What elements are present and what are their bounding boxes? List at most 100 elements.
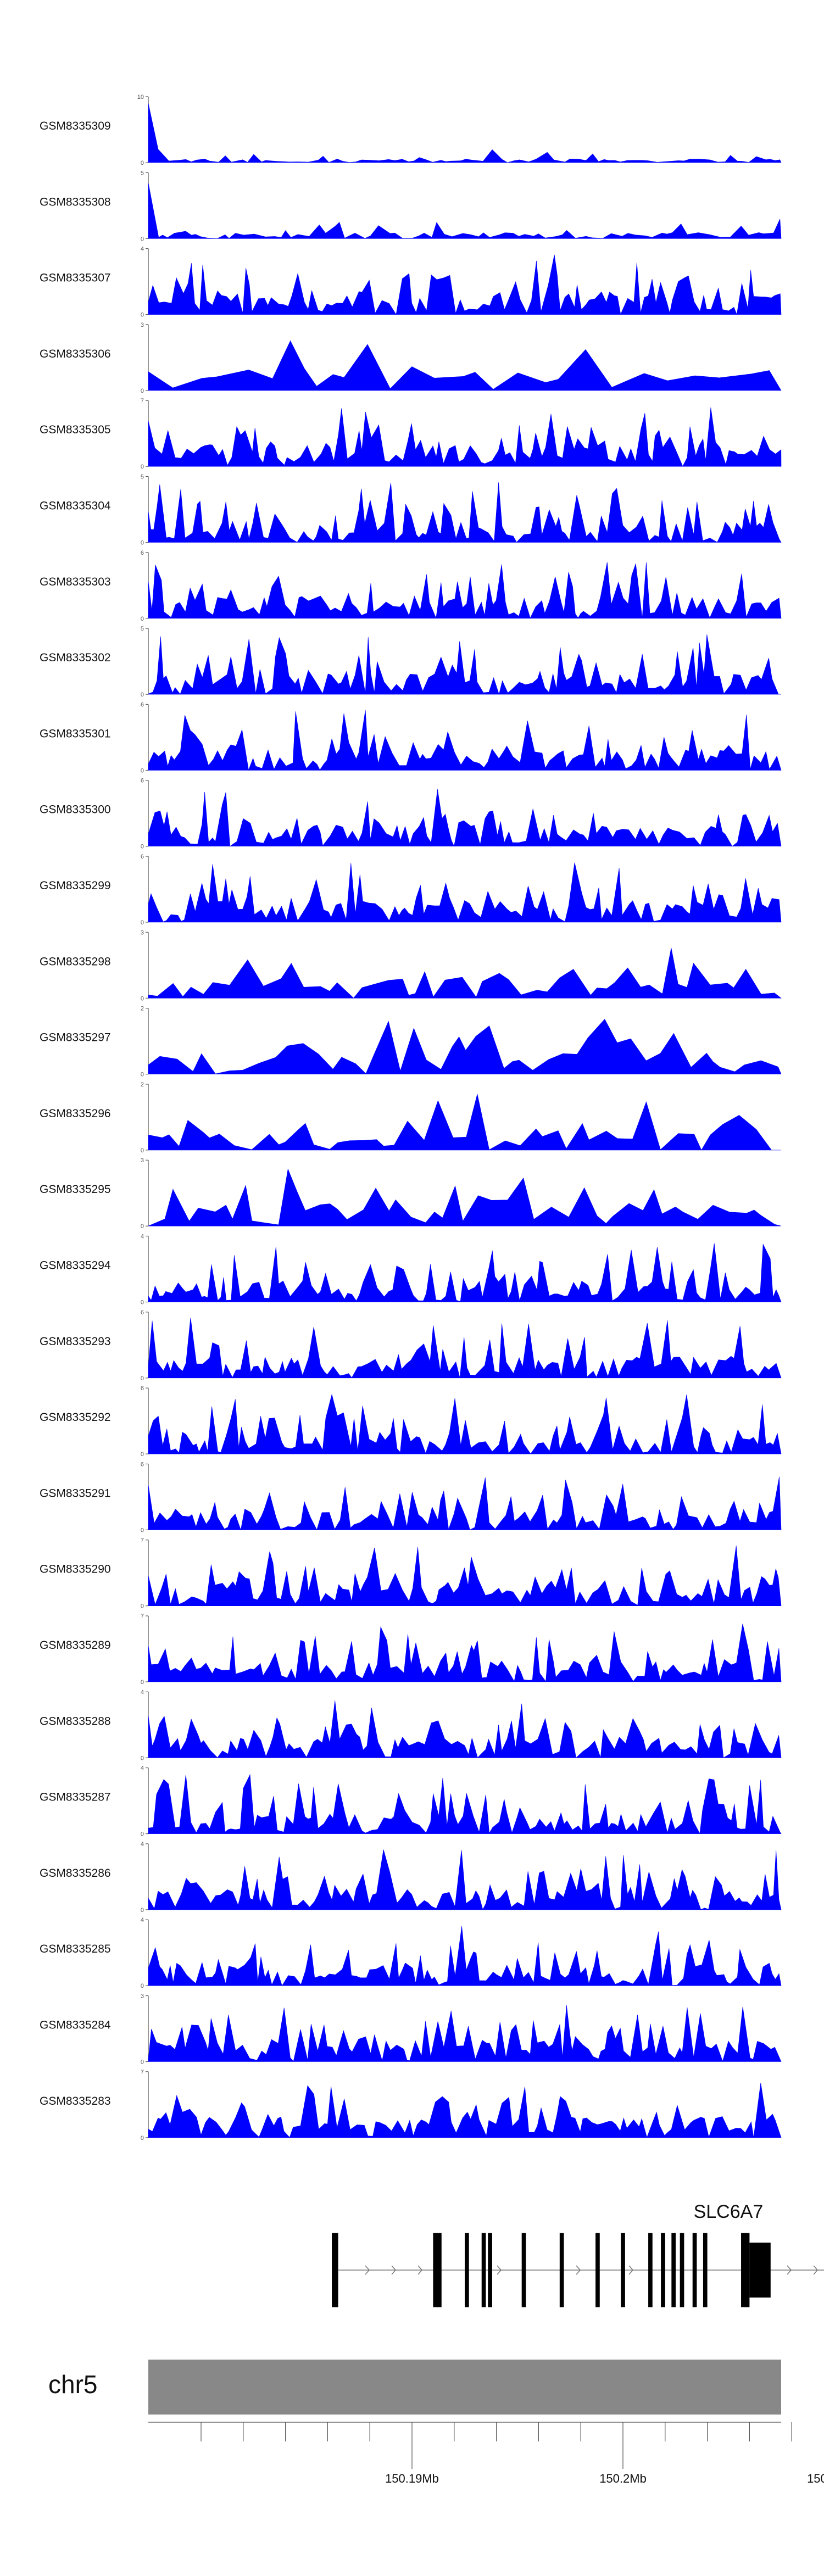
- strand-arrow: [417, 2265, 423, 2275]
- exon: [741, 2233, 750, 2307]
- ytick-label-max: 6: [141, 550, 144, 556]
- ytick-label-min: 0: [141, 160, 144, 166]
- track-label: GSM8335303: [40, 576, 111, 588]
- ytick-label-max: 3: [141, 1993, 144, 2000]
- signal-area: [148, 1849, 782, 1910]
- signal-area: [148, 1318, 782, 1379]
- track-label: GSM8335307: [40, 272, 111, 285]
- ytick-label-min: 0: [141, 1603, 144, 1610]
- exon: [488, 2233, 492, 2307]
- gene-exons: [332, 2233, 771, 2307]
- ytick-label-max: 6: [141, 778, 144, 784]
- track-label: GSM8335283: [40, 2095, 111, 2107]
- track-label: GSM8335286: [40, 1867, 111, 1880]
- ytick-label-max: 2: [141, 1081, 144, 1088]
- track-GSM8335293: GSM8335293 6 0: [40, 1309, 782, 1382]
- ytick-label-min: 0: [141, 995, 144, 1002]
- signal-area: [148, 1393, 782, 1454]
- strand-arrow: [813, 2265, 819, 2275]
- signal-area: [148, 947, 782, 999]
- ytick-label-max: 3: [141, 322, 144, 328]
- exon: [465, 2233, 469, 2307]
- ytick-label-max: 4: [141, 1765, 144, 1772]
- ytick-label-min: 0: [141, 1223, 144, 1230]
- track-label: GSM8335299: [40, 879, 111, 892]
- ytick-label-max: 7: [141, 398, 144, 404]
- track-GSM8335301: GSM8335301 6 0: [40, 701, 782, 774]
- signal-area: [148, 1243, 782, 1302]
- track-label: GSM8335292: [40, 1411, 111, 1424]
- chromosome-track: chr5: [48, 2360, 781, 2415]
- exon: [595, 2233, 600, 2307]
- ytick-label-max: 4: [141, 1689, 144, 1696]
- ytick-label-min: 0: [141, 1831, 144, 1838]
- ytick-label-max: 6: [141, 854, 144, 860]
- ytick-label-max: 6: [141, 1309, 144, 1316]
- ytick-label-max: 5: [141, 170, 144, 176]
- strand-arrow: [497, 2265, 502, 2275]
- track-GSM8335290: GSM8335290 7 0: [40, 1537, 782, 1610]
- track-label: GSM8335288: [40, 1715, 111, 1727]
- axis-tick-label: 150.19Mb: [385, 2472, 439, 2485]
- ytick-label-min: 0: [141, 1527, 144, 1534]
- ytick-label-min: 0: [141, 1300, 144, 1306]
- ytick-label-max: 6: [141, 1385, 144, 1392]
- signal-area: [148, 789, 782, 847]
- track-GSM8335285: GSM8335285 4 0: [40, 1917, 782, 1989]
- track-GSM8335299: GSM8335299 6 0: [40, 854, 782, 926]
- track-label: GSM8335285: [40, 1943, 111, 1955]
- ytick-label-max: 5: [141, 474, 144, 481]
- ytick-label-min: 0: [141, 844, 144, 850]
- ytick-label-min: 0: [141, 1907, 144, 1914]
- track-label: GSM8335295: [40, 1183, 111, 1196]
- exon: [559, 2233, 564, 2307]
- track-GSM8335308: GSM8335308 5 0: [40, 170, 782, 242]
- ytick-label-min: 0: [141, 1375, 144, 1382]
- ytick-label-max: 5: [141, 626, 144, 632]
- track-label: GSM8335294: [40, 1259, 111, 1272]
- ytick-label-max: 7: [141, 1613, 144, 1620]
- track-label: GSM8335304: [40, 500, 111, 512]
- ytick-label-max: 7: [141, 1537, 144, 1544]
- track-label: GSM8335290: [40, 1563, 111, 1576]
- signal-area: [148, 1476, 782, 1531]
- exon: [692, 2233, 697, 2307]
- track-label: GSM8335297: [40, 1031, 111, 1044]
- ytick-label-min: 0: [141, 1451, 144, 1458]
- signal-area: [148, 1700, 782, 1758]
- strand-arrow: [391, 2265, 397, 2275]
- ytick-label-min: 0: [141, 616, 144, 622]
- ytick-label-max: 3: [141, 1157, 144, 1164]
- track-GSM8335303: GSM8335303 6 0: [40, 550, 782, 622]
- track-label: GSM8335289: [40, 1639, 111, 1652]
- ytick-label-min: 0: [141, 1072, 144, 1078]
- ytick-label-max: 4: [141, 1917, 144, 1923]
- ytick-label-min: 0: [141, 692, 144, 698]
- track-GSM8335296: GSM8335296 2 0: [40, 1081, 782, 1154]
- strand-arrow: [628, 2265, 634, 2275]
- ytick-label-min: 0: [141, 312, 144, 319]
- chromosome-label: chr5: [48, 2370, 97, 2399]
- exon: [749, 2243, 771, 2298]
- signal-area: [148, 1774, 782, 1835]
- genome-axis: 150.19Mb 150.2Mb 150.21Mb: [148, 2422, 824, 2485]
- signal-area: [148, 254, 782, 315]
- track-label: GSM8335284: [40, 2019, 111, 2032]
- signal-area: [148, 1094, 782, 1151]
- signal-area: [148, 1018, 782, 1074]
- track-GSM8335305: GSM8335305 7 0: [40, 398, 782, 470]
- axis-tick-label: 150.21Mb: [807, 2472, 824, 2485]
- track-GSM8335304: GSM8335304 5 0: [40, 474, 782, 547]
- signal-tracks: GSM8335309100GSM833530850GSM833530740GSM…: [40, 94, 782, 2142]
- track-GSM8335292: GSM8335292 6 0: [40, 1385, 782, 1458]
- track-label: GSM8335308: [40, 196, 111, 208]
- track-label: GSM8335302: [40, 651, 111, 664]
- signal-area: [148, 103, 782, 163]
- exon: [661, 2233, 665, 2307]
- gene-track: SLC6A7: [332, 2201, 824, 2307]
- ytick-label-max: 6: [141, 701, 144, 708]
- ytick-label-max: 7: [141, 2069, 144, 2076]
- signal-area: [148, 1545, 782, 1606]
- signal-area: [148, 482, 782, 543]
- track-GSM8335288: GSM8335288 4 0: [40, 1689, 782, 1761]
